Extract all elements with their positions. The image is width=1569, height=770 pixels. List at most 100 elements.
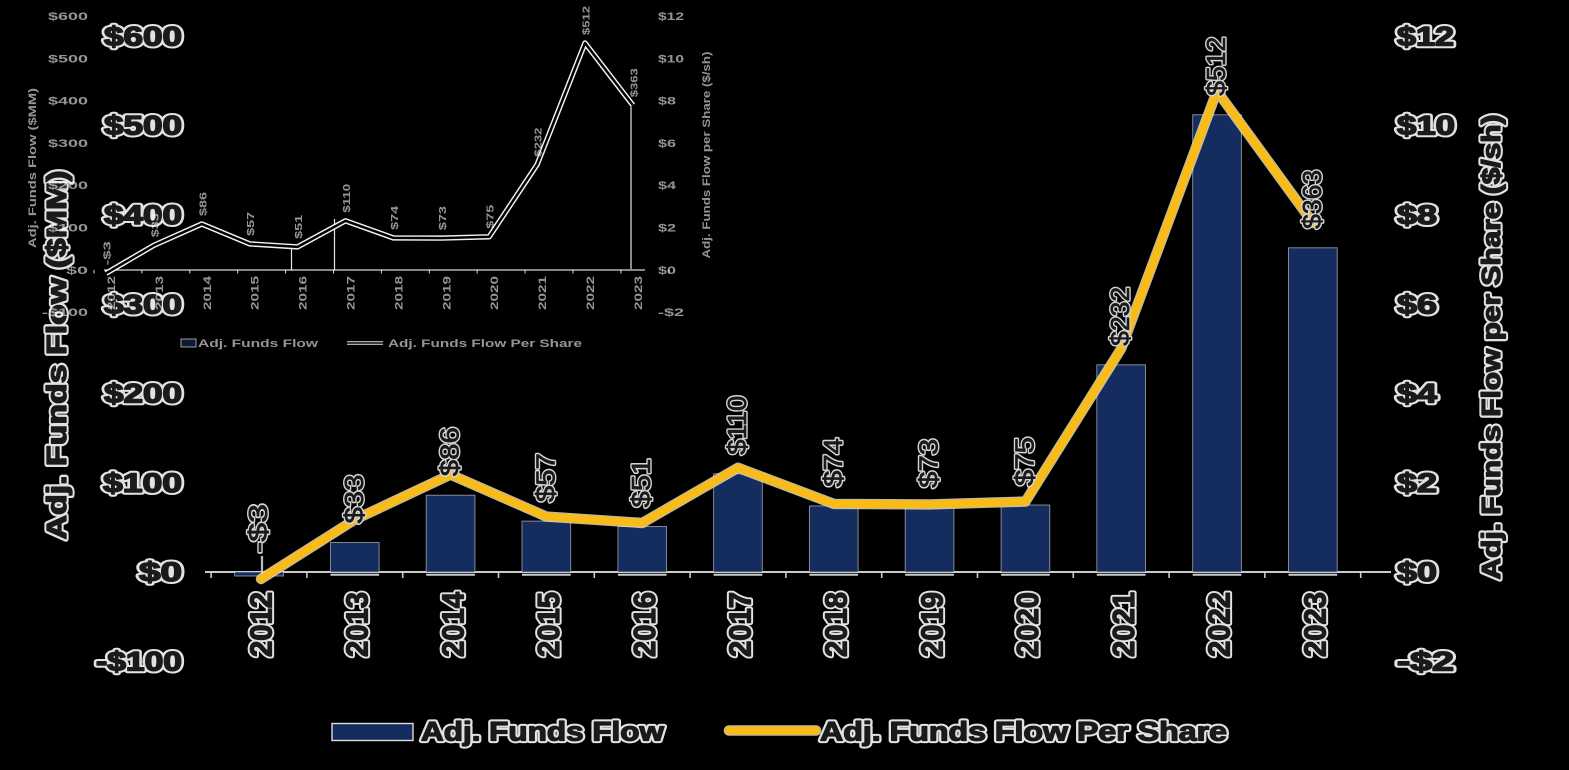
svg-text:-$3: -$3 xyxy=(102,241,114,265)
svg-text:$74: $74 xyxy=(818,438,848,487)
svg-text:Adj. Funds Flow: Adj. Funds Flow xyxy=(421,717,665,747)
svg-text:2018: 2018 xyxy=(820,592,854,657)
svg-text:-$2: -$2 xyxy=(1397,646,1454,676)
svg-text:-$2: -$2 xyxy=(1397,646,1454,676)
svg-text:$0: $0 xyxy=(139,557,182,587)
svg-text:2016: 2016 xyxy=(628,592,662,657)
svg-text:$51: $51 xyxy=(626,458,656,507)
svg-text:2016: 2016 xyxy=(298,276,310,310)
svg-text:2014: 2014 xyxy=(202,275,214,310)
svg-text:$8: $8 xyxy=(1397,200,1437,230)
svg-text:2021: 2021 xyxy=(1107,592,1141,657)
svg-text:$2: $2 xyxy=(1397,468,1437,498)
svg-text:$6: $6 xyxy=(1397,289,1437,319)
svg-text:$110: $110 xyxy=(722,396,752,455)
svg-text:$0: $0 xyxy=(139,557,182,587)
svg-text:$110: $110 xyxy=(341,184,353,213)
svg-text:$600: $600 xyxy=(104,21,182,51)
svg-text:$600: $600 xyxy=(104,21,182,51)
svg-text:$75: $75 xyxy=(1009,437,1039,486)
svg-text:Adj. Funds Flow per Share ($/s: Adj. Funds Flow per Share ($/sh) xyxy=(1476,115,1506,580)
svg-text:$33: $33 xyxy=(339,475,369,524)
svg-text:$363: $363 xyxy=(628,68,640,97)
svg-text:$74: $74 xyxy=(389,206,401,230)
svg-text:$232: $232 xyxy=(1105,287,1135,346)
svg-text:$100: $100 xyxy=(48,223,88,235)
svg-text:$10: $10 xyxy=(1397,111,1455,141)
svg-text:$57: $57 xyxy=(530,453,560,502)
svg-text:Adj. Funds Flow Per Share: Adj. Funds Flow Per Share xyxy=(820,717,1227,747)
svg-text:2022: 2022 xyxy=(585,276,597,310)
svg-text:2019: 2019 xyxy=(915,592,949,657)
svg-text:$0: $0 xyxy=(1397,557,1437,587)
svg-text:2023: 2023 xyxy=(1299,592,1333,657)
svg-text:2019: 2019 xyxy=(441,276,453,310)
svg-text:$400: $400 xyxy=(48,96,88,108)
svg-text:$300: $300 xyxy=(104,289,182,319)
svg-text:Adj. Funds Flow: Adj. Funds Flow xyxy=(421,717,665,747)
svg-text:$73: $73 xyxy=(437,206,449,230)
svg-text:$86: $86 xyxy=(197,192,209,216)
svg-text:2023: 2023 xyxy=(1299,592,1333,657)
svg-text:$4: $4 xyxy=(658,180,677,192)
svg-text:2012: 2012 xyxy=(245,592,279,657)
svg-text:$200: $200 xyxy=(104,379,182,409)
svg-text:$51: $51 xyxy=(293,215,305,239)
svg-text:$110: $110 xyxy=(722,396,752,455)
svg-text:$6: $6 xyxy=(1397,289,1437,319)
svg-text:-$2: -$2 xyxy=(658,307,684,319)
svg-text:2020: 2020 xyxy=(1011,592,1045,657)
svg-text:$57: $57 xyxy=(245,212,257,236)
svg-text:$400: $400 xyxy=(104,200,182,230)
svg-text:$75: $75 xyxy=(1009,437,1039,486)
svg-text:$0: $0 xyxy=(66,265,88,277)
svg-text:2013: 2013 xyxy=(341,592,375,657)
svg-text:2020: 2020 xyxy=(489,276,501,310)
svg-text:$86: $86 xyxy=(435,427,465,476)
svg-text:2016: 2016 xyxy=(628,592,662,657)
svg-text:$57: $57 xyxy=(530,453,560,502)
svg-text:$51: $51 xyxy=(626,458,656,507)
svg-text:Adj. Funds Flow Per Share: Adj. Funds Flow Per Share xyxy=(388,338,582,350)
svg-text:2020: 2020 xyxy=(1011,592,1045,657)
svg-text:$6: $6 xyxy=(658,138,676,150)
svg-text:$12: $12 xyxy=(1397,21,1454,51)
svg-text:$0: $0 xyxy=(1397,557,1437,587)
svg-text:2013: 2013 xyxy=(154,276,166,310)
svg-text:$100: $100 xyxy=(103,468,182,498)
svg-text:$363: $363 xyxy=(1297,170,1327,229)
svg-text:Adj. Funds Flow per Share ($/s: Adj. Funds Flow per Share ($/sh) xyxy=(701,51,713,258)
svg-text:$400: $400 xyxy=(104,200,182,230)
svg-text:2022: 2022 xyxy=(1203,592,1237,657)
svg-text:$500: $500 xyxy=(48,53,88,65)
svg-text:2015: 2015 xyxy=(250,276,262,310)
svg-text:-$100: -$100 xyxy=(42,307,88,319)
svg-text:$75: $75 xyxy=(485,205,497,229)
svg-text:2019: 2019 xyxy=(915,592,949,657)
svg-text:$200: $200 xyxy=(48,180,88,192)
svg-text:2017: 2017 xyxy=(724,592,758,657)
svg-text:$0: $0 xyxy=(658,265,676,277)
svg-text:$500: $500 xyxy=(104,111,182,141)
svg-text:$10: $10 xyxy=(1397,111,1455,141)
svg-text:$512: $512 xyxy=(581,6,593,35)
svg-text:$33: $33 xyxy=(339,475,369,524)
svg-text:$73: $73 xyxy=(914,439,944,488)
svg-text:$86: $86 xyxy=(435,427,465,476)
svg-text:$512: $512 xyxy=(1201,37,1231,96)
svg-text:$8: $8 xyxy=(658,96,676,108)
svg-text:Adj. Funds Flow ($MM): Adj. Funds Flow ($MM) xyxy=(41,171,72,540)
svg-text:2014: 2014 xyxy=(436,592,470,657)
svg-text:$512: $512 xyxy=(1201,37,1231,96)
svg-text:$4: $4 xyxy=(1397,379,1437,409)
svg-text:2015: 2015 xyxy=(532,592,566,657)
svg-text:2018: 2018 xyxy=(820,592,854,657)
svg-text:$8: $8 xyxy=(1397,200,1437,230)
svg-text:2018: 2018 xyxy=(393,276,405,310)
svg-text:2013: 2013 xyxy=(341,592,375,657)
svg-text:$33: $33 xyxy=(149,213,161,237)
svg-text:2022: 2022 xyxy=(1203,592,1237,657)
svg-text:$363: $363 xyxy=(1297,170,1327,229)
svg-text:$74: $74 xyxy=(818,438,848,487)
svg-text:Adj. Funds Flow ($MM): Adj. Funds Flow ($MM) xyxy=(41,171,72,540)
